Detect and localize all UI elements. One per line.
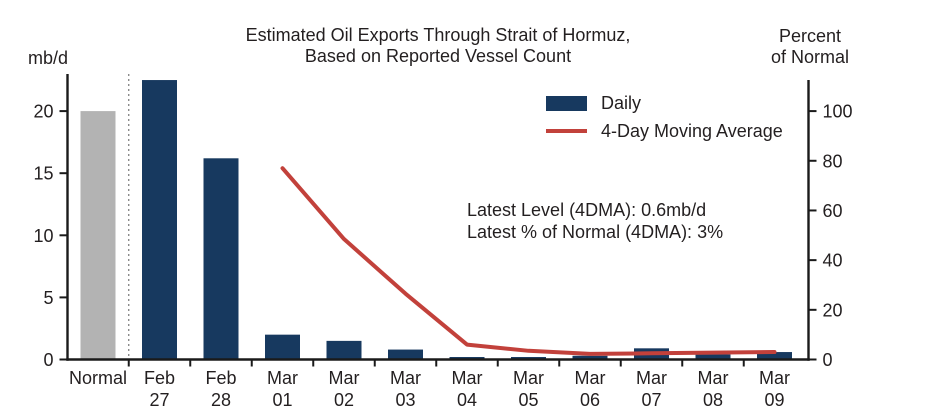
x-category-label: Feb [144, 368, 175, 388]
bar-mar-08 [695, 354, 731, 360]
x-category-label: 02 [334, 390, 354, 410]
right-axis-tick-label: 80 [823, 151, 843, 171]
x-category-label: 05 [518, 390, 538, 410]
latest-stats-annotation: Latest Level (4DMA): 0.6mb/d Latest % of… [467, 199, 723, 243]
bar-mar-02 [326, 340, 362, 360]
left-axis-unit-label: mb/d [28, 48, 69, 68]
left-axis-tick-label: 10 [33, 226, 53, 246]
bar-mar-04 [449, 357, 485, 360]
right-axis-unit-line1: Percent [778, 26, 842, 46]
x-category-label: 04 [457, 390, 477, 410]
x-category-label: Mar [513, 368, 544, 388]
left-axis-tick-label: 5 [43, 288, 53, 308]
bar-feb-28 [203, 158, 239, 360]
bar-mar-05 [511, 357, 546, 360]
x-category-label: Mar [452, 368, 483, 388]
x-category-label: 01 [272, 390, 292, 410]
x-category-label: Mar [267, 368, 298, 388]
left-axis-tick-label: 0 [43, 350, 53, 370]
bar-mar-03 [388, 349, 423, 360]
bar-mar-09 [757, 352, 792, 360]
chart-title: Estimated Oil Exports Through Strait of … [246, 25, 631, 67]
x-category-label: Mar [759, 368, 790, 388]
right-axis-unit-label: Percent of Normal [771, 26, 849, 68]
x-category-label: 28 [211, 390, 231, 410]
right-axis-tick-label: 20 [823, 300, 843, 320]
x-category-label: Mar [698, 368, 729, 388]
x-category-label: 08 [703, 390, 723, 410]
x-category-label: 07 [641, 390, 661, 410]
x-category-label: Feb [205, 368, 236, 388]
right-axis-tick-label: 0 [823, 350, 833, 370]
x-category-label: Mar [329, 368, 360, 388]
bar-feb-27 [142, 80, 177, 360]
x-category-label: Mar [390, 368, 421, 388]
x-category-label: 09 [764, 390, 784, 410]
moving-average-line-swatch-icon [546, 129, 587, 133]
left-axis-tick-label: 20 [33, 102, 53, 122]
x-category-label: 27 [149, 390, 169, 410]
legend: Daily 4-Day Moving Average [546, 92, 783, 148]
bar-normal [80, 111, 116, 360]
x-category-label: Normal [69, 368, 127, 388]
daily-bar-swatch-icon [546, 95, 587, 111]
annotation-latest-level: Latest Level (4DMA): 0.6mb/d [467, 200, 707, 220]
annotation-latest-percent: Latest % of Normal (4DMA): 3% [467, 222, 724, 242]
chart-title-line2: Based on Reported Vessel Count [304, 46, 572, 66]
legend-entry-moving-average: 4-Day Moving Average [546, 120, 783, 142]
x-category-label: 06 [580, 390, 600, 410]
chart-title-line1: Estimated Oil Exports Through Strait of … [245, 25, 631, 45]
legend-ma-label: 4-Day Moving Average [601, 120, 783, 141]
moving-average-line [280, 166, 777, 356]
right-axis-tick-label: 40 [823, 251, 843, 271]
bar-mar-06 [572, 355, 608, 360]
bar-mar-01 [265, 334, 300, 360]
legend-daily-label: Daily [601, 92, 642, 113]
legend-entry-daily: Daily [546, 92, 783, 114]
left-axis-tick-label: 15 [33, 164, 53, 184]
x-category-label: 03 [395, 390, 415, 410]
x-category-label: Mar [575, 368, 606, 388]
right-axis-unit-line2: of Normal [770, 47, 850, 67]
right-axis-tick-label: 60 [823, 201, 843, 221]
right-axis-tick-label: 100 [823, 102, 853, 122]
x-category-label: Mar [636, 368, 667, 388]
